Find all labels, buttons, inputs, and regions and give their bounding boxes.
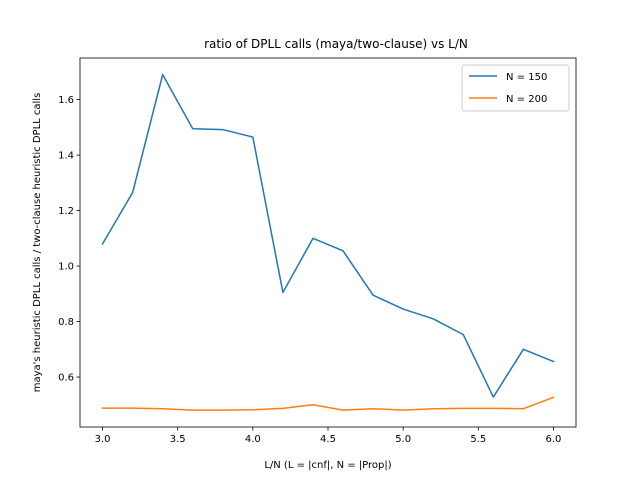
y-tick-label: 1.6 (58, 95, 74, 106)
y-tick-label: 0.6 (58, 373, 74, 384)
series-layer (101, 73, 555, 411)
x-tick-label: 5.0 (395, 434, 411, 445)
legend: N = 150 N = 200 (461, 64, 570, 112)
plot-frame (79, 57, 577, 428)
y-axis-label: maya's heuristic DPLL calls / two-clause… (32, 93, 43, 393)
x-tick-label: 5.5 (470, 434, 486, 445)
x-tick-label: 6.0 (546, 434, 562, 445)
x-tick-label: 3.0 (95, 434, 111, 445)
y-tick-label: 0.8 (58, 317, 74, 328)
x-tick-label: 3.5 (170, 434, 186, 445)
plot-area (80, 58, 576, 427)
legend-label-2: N = 200 (506, 94, 547, 105)
x-tick-label: 4.0 (245, 434, 261, 445)
x-axis-label: L/N (L = |cnf|, N = |Prop|) (264, 460, 391, 471)
y-tick-label: 1.4 (58, 151, 74, 162)
x-tick-label: 4.5 (320, 434, 336, 445)
series-line-1 (101, 73, 555, 398)
y-tick-label: 1.2 (58, 206, 74, 217)
y-tick-label: 1.0 (58, 262, 74, 273)
y-axis-ticks: 0.6 0.8 1.0 1.2 1.4 1.6 (58, 95, 80, 384)
legend-label-1: N = 150 (506, 72, 547, 83)
series-line-2 (101, 396, 555, 411)
x-axis-ticks: 3.0 3.5 4.0 4.5 5.0 5.5 6.0 (95, 427, 562, 445)
chart-title: ratio of DPLL calls (maya/two-clause) vs… (204, 37, 468, 51)
